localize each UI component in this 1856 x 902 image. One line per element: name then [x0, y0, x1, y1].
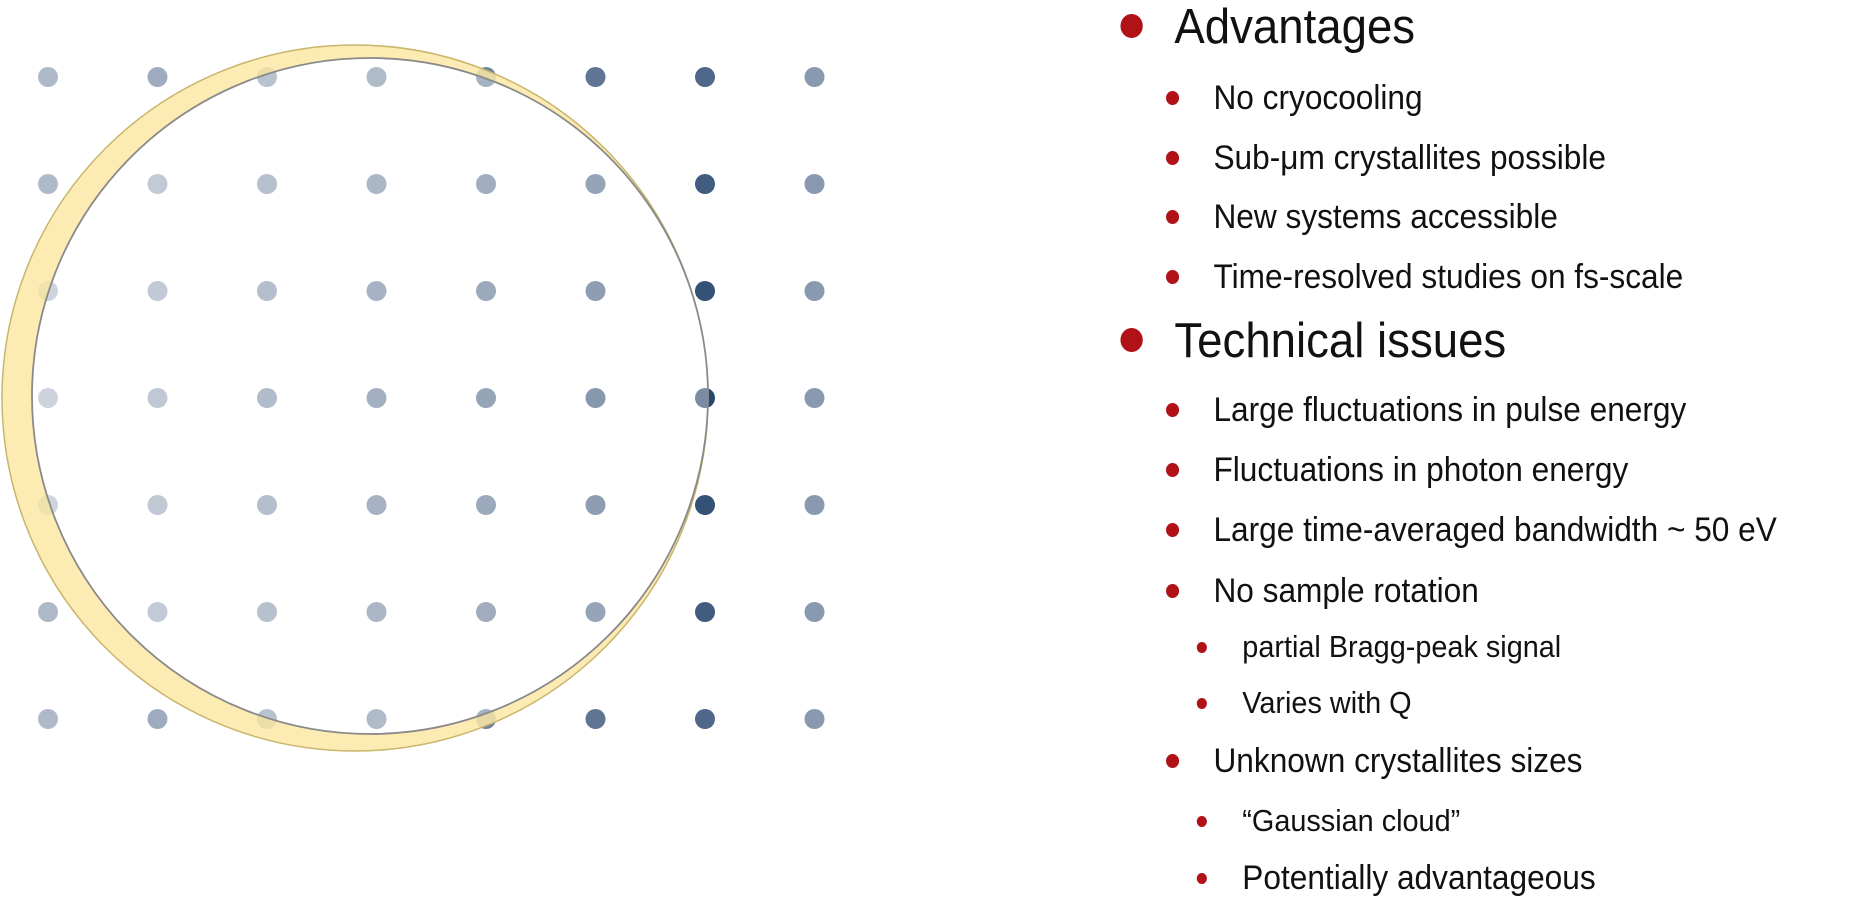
bullet-dot-icon — [1166, 151, 1180, 165]
bullet-text: Sub-μm crystallites possible — [1213, 139, 1606, 177]
lattice-point — [147, 709, 168, 729]
ewald-sphere-circle — [31, 57, 709, 735]
lattice-point — [38, 174, 58, 194]
bullet-dot-icon — [1166, 91, 1180, 105]
lattice-point — [585, 709, 606, 729]
bullet-text: Fluctuations in photon energy — [1213, 451, 1629, 489]
bullet-text: Time-resolved studies on fs-scale — [1213, 258, 1684, 296]
lattice-point — [804, 495, 825, 515]
bullet-text: Technical issues — [1174, 314, 1507, 368]
bullet-dot-icon — [1166, 270, 1180, 284]
lattice-point — [38, 67, 58, 87]
lattice-point — [804, 602, 825, 622]
lattice-point — [804, 281, 825, 301]
bullet-dot-icon — [1196, 698, 1207, 709]
bullet-text: “Gaussian cloud” — [1242, 803, 1461, 838]
bullet-dot-icon — [1166, 754, 1180, 768]
lattice-point — [695, 67, 715, 87]
bullet-dot-icon — [1120, 328, 1143, 352]
bullet-text: New systems accessible — [1213, 198, 1558, 236]
bullet-dot-icon — [1196, 642, 1207, 653]
bullet-text: partial Bragg-peak signal — [1242, 629, 1562, 664]
bullet-text: No sample rotation — [1213, 572, 1479, 610]
lattice-point — [695, 495, 715, 515]
lattice-point — [695, 281, 715, 301]
bullet-dot-icon — [1166, 463, 1180, 477]
bullet-text: Varies with Q — [1242, 685, 1412, 720]
bullet-dot-icon — [1120, 14, 1143, 38]
bullet-text: Large time-averaged bandwidth ~ 50 eV — [1213, 511, 1777, 549]
bullet-dot-icon — [1196, 816, 1207, 827]
ewald-sphere-diagram — [1, 44, 825, 752]
bullet-list: Advantages No cryocooling Sub-μm crystal… — [1100, 0, 1850, 902]
lattice-point — [147, 67, 168, 87]
bullet-text: Large fluctuations in pulse energy — [1213, 391, 1687, 429]
bullet-text: No cryocooling — [1213, 79, 1423, 117]
bullet-text: Potentially advantageous — [1242, 859, 1596, 897]
lattice-point — [804, 388, 825, 408]
bullet-dot-icon — [1166, 584, 1180, 598]
lattice-point — [38, 602, 58, 622]
bullet-dot-icon — [1166, 523, 1180, 537]
lattice-point — [804, 174, 825, 194]
bullet-text: Unknown crystallites sizes — [1213, 742, 1583, 780]
lattice-point — [695, 602, 715, 622]
ewald-sphere — [1, 44, 709, 752]
lattice-point — [695, 174, 715, 194]
lattice-point — [804, 709, 825, 729]
bullet-dot-icon — [1166, 403, 1180, 417]
lattice-point — [585, 67, 606, 87]
lattice-point — [38, 709, 58, 729]
bullet-dot-icon — [1166, 210, 1180, 224]
bullet-dot-icon — [1196, 873, 1207, 884]
lattice-point — [695, 709, 715, 729]
bullet-text: Advantages — [1174, 0, 1416, 54]
lattice-point — [804, 67, 825, 87]
